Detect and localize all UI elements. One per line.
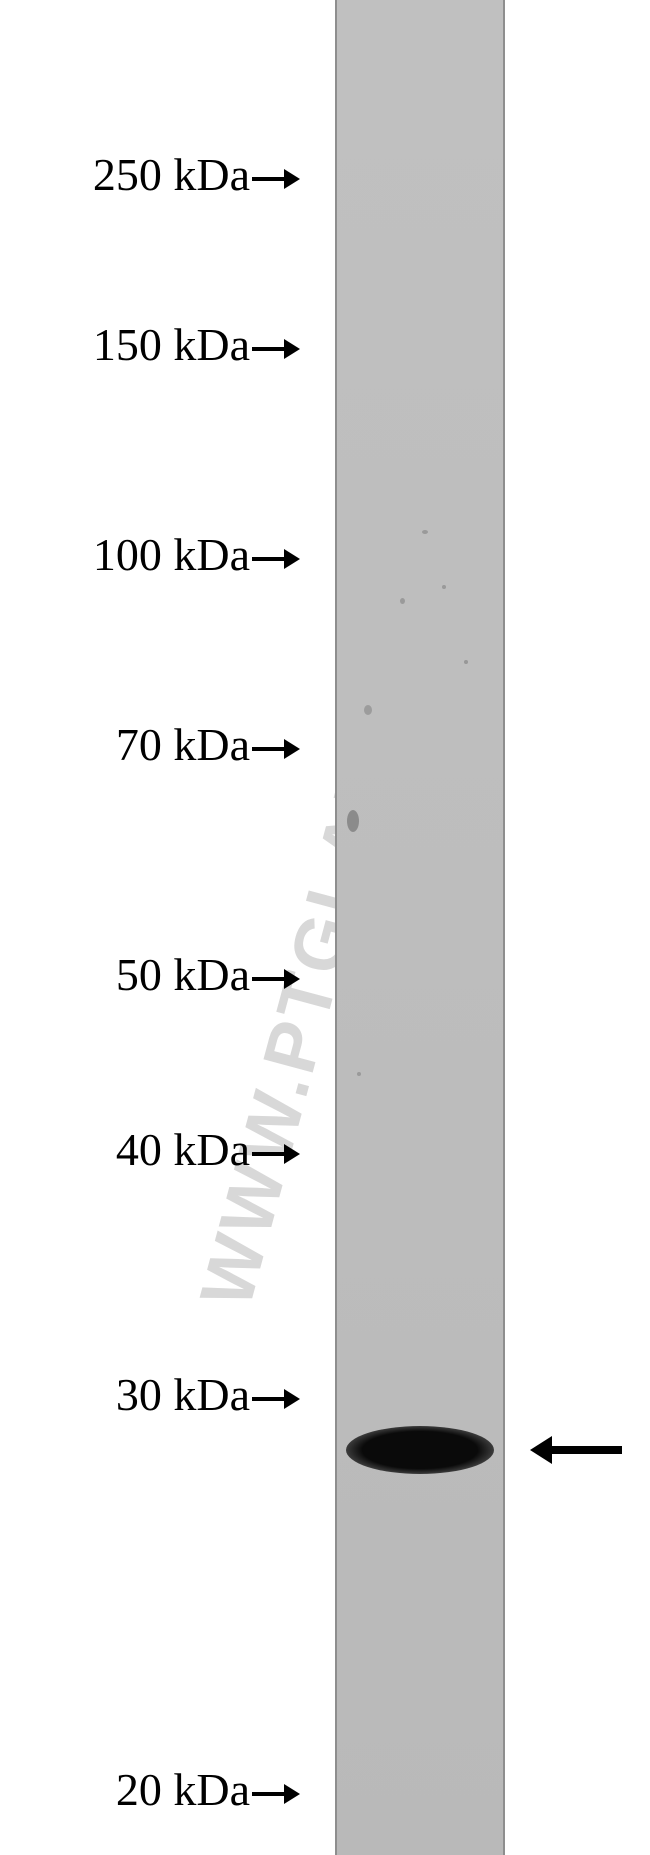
- marker-arrow-icon: [252, 1376, 300, 1422]
- marker-label: 30 kDa: [116, 1372, 300, 1422]
- western-blot-figure: WWW.PTGLAB.COM 250 kDa150 kDa100 kDa70 k…: [0, 0, 650, 1855]
- marker-label-text: 150 kDa: [93, 319, 250, 370]
- marker-label-text: 250 kDa: [93, 149, 250, 200]
- arrow-left-svg: [530, 1430, 622, 1470]
- lane-speck: [347, 810, 359, 832]
- protein-band: [346, 1426, 494, 1474]
- marker-label-text: 30 kDa: [116, 1369, 250, 1420]
- lane-speck: [400, 598, 405, 604]
- marker-label-text: 20 kDa: [116, 1764, 250, 1815]
- marker-label: 50 kDa: [116, 952, 300, 1002]
- marker-arrow-icon: [252, 1771, 300, 1817]
- marker-arrow-icon: [252, 1131, 300, 1177]
- marker-label: 100 kDa: [93, 532, 300, 582]
- marker-arrow-icon: [252, 536, 300, 582]
- marker-label-text: 50 kDa: [116, 949, 250, 1000]
- marker-arrow-icon: [252, 956, 300, 1002]
- lane-speck: [442, 585, 446, 589]
- marker-label: 40 kDa: [116, 1127, 300, 1177]
- marker-label-text: 70 kDa: [116, 719, 250, 770]
- lane-speck: [464, 660, 468, 664]
- marker-label-text: 40 kDa: [116, 1124, 250, 1175]
- marker-label-text: 100 kDa: [93, 529, 250, 580]
- lane-speck: [357, 1072, 361, 1076]
- marker-arrow-icon: [252, 156, 300, 202]
- result-arrow-icon: [530, 1430, 622, 1475]
- marker-label: 20 kDa: [116, 1767, 300, 1817]
- lane-speck: [422, 530, 428, 534]
- lane-speck: [364, 705, 372, 715]
- marker-label: 250 kDa: [93, 152, 300, 202]
- blot-lane: [335, 0, 505, 1855]
- marker-label: 70 kDa: [116, 722, 300, 772]
- blot-lane-inner: [337, 0, 503, 1855]
- marker-arrow-icon: [252, 726, 300, 772]
- marker-arrow-icon: [252, 326, 300, 372]
- marker-label: 150 kDa: [93, 322, 300, 372]
